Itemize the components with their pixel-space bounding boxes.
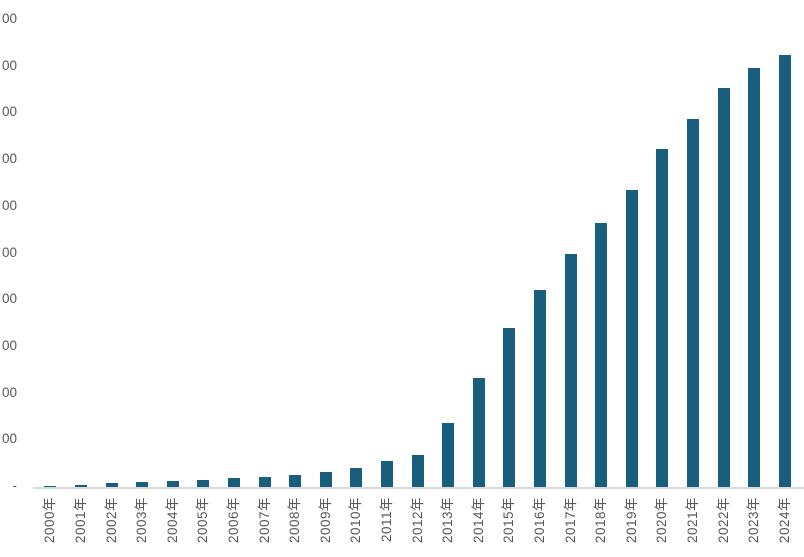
x-tick-label-2013: 2013年 — [440, 497, 456, 544]
x-tick-label-2014: 2014年 — [470, 497, 486, 544]
x-tick-label-2023: 2023年 — [746, 497, 762, 544]
bar-2006 — [228, 477, 240, 487]
y-tick-label-10: 00 — [1, 11, 17, 26]
bar-2017 — [564, 254, 577, 487]
bar-2004 — [166, 481, 179, 487]
bar-2005 — [197, 479, 210, 487]
y-tick-label-4: 00 — [1, 291, 17, 307]
x-tick-label-2006: 2006年 — [226, 497, 241, 544]
bar-2012 — [411, 455, 424, 487]
y-tick-label-9: 00 — [1, 57, 17, 73]
x-tick-label-2016: 2016年 — [532, 497, 547, 544]
bar-2021 — [687, 119, 699, 487]
x-tick-label-2003: 2003年 — [134, 497, 150, 544]
y-tick-label-2: 00 — [1, 384, 17, 400]
y-tick-label-8: 00 — [1, 104, 17, 120]
bar-2000 — [44, 486, 57, 487]
x-tick-label-2024: 2024年 — [776, 497, 792, 544]
bar-2023 — [748, 68, 761, 487]
bar-2002 — [105, 483, 118, 487]
y-tick-label-7: 00 — [1, 151, 17, 167]
x-tick-label-2012: 2012年 — [409, 497, 425, 544]
bar-2018 — [595, 223, 608, 487]
x-tick-label-2010: 2010年 — [348, 497, 364, 544]
x-tick-label-2015: 2015年 — [501, 497, 517, 544]
bar-2001 — [75, 484, 87, 487]
y-tick-label-6: 00 — [1, 197, 17, 213]
x-tick-label-2008: 2008年 — [287, 497, 303, 544]
x-tick-label-2020: 2020年 — [654, 497, 670, 544]
x-axis-line — [33, 487, 804, 489]
x-tick-label-2005: 2005年 — [195, 497, 211, 544]
x-tick-label-2000: 2000年 — [42, 497, 58, 544]
y-tick-label-1: 00 — [1, 431, 17, 447]
y-tick-label-5: 00 — [1, 244, 17, 260]
bar-2014 — [472, 378, 485, 487]
y-tick-label-0: - — [12, 478, 18, 493]
x-tick-label-2002: 2002年 — [103, 497, 119, 544]
bar-2024 — [778, 55, 791, 487]
bar-2010 — [350, 467, 363, 487]
bar-2003 — [136, 482, 149, 487]
bar-2020 — [656, 148, 669, 487]
x-tick-label-2004: 2004年 — [164, 497, 180, 544]
bar-2007 — [258, 476, 271, 487]
x-tick-label-2018: 2018年 — [593, 497, 609, 544]
bar-2011 — [381, 461, 393, 487]
bar-2008 — [289, 475, 302, 487]
bar-2019 — [625, 189, 638, 487]
bar-2013 — [442, 423, 455, 487]
bar-2022 — [717, 87, 730, 487]
bar-2016 — [534, 290, 546, 487]
x-tick-label-2021: 2021年 — [685, 497, 700, 544]
x-tick-label-2019: 2019年 — [623, 497, 639, 544]
x-tick-label-2001: 2001年 — [73, 497, 88, 544]
x-tick-label-2011: 2011年 — [379, 497, 394, 543]
x-tick-label-2007: 2007年 — [256, 497, 272, 544]
x-tick-label-2017: 2017年 — [562, 497, 578, 544]
bar-2009 — [319, 472, 332, 487]
y-tick-label-3: 00 — [1, 337, 17, 353]
bar-2015 — [503, 327, 516, 487]
x-tick-label-2009: 2009年 — [317, 497, 333, 544]
x-tick-label-2022: 2022年 — [715, 497, 731, 544]
